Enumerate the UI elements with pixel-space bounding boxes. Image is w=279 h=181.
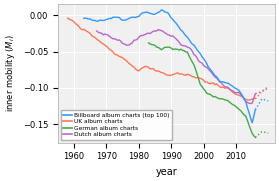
X-axis label: year: year (155, 167, 177, 177)
Legend: Billboard album charts (top 100), UK album charts, German album charts, Dutch al: Billboard album charts (top 100), UK alb… (61, 110, 172, 140)
Y-axis label: inner mobility ($M_i$): inner mobility ($M_i$) (4, 35, 17, 112)
